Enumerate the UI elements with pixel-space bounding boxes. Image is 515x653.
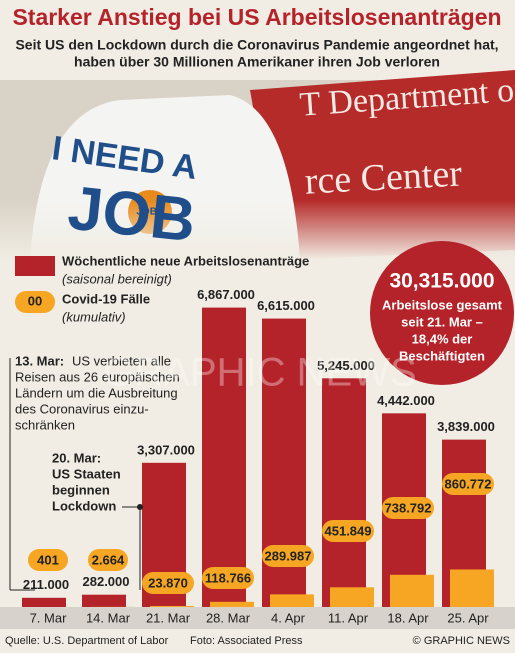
value-pill	[322, 520, 374, 542]
bar	[210, 601, 254, 607]
bar	[270, 594, 314, 607]
annotation-text: beginnen	[52, 482, 110, 497]
annotation-text: Ländern um die Ausbreitung	[15, 385, 178, 400]
legend-swatch	[15, 256, 55, 276]
axis-band	[0, 607, 515, 629]
value-label: 211.000	[23, 577, 69, 592]
footer-text: © GRAPHIC NEWS	[413, 635, 510, 647]
value-label: 4,442.000	[377, 393, 435, 408]
bar	[322, 378, 366, 607]
x-tick-label: 7. Mar	[30, 610, 68, 625]
bar	[150, 605, 194, 607]
value-pill	[262, 545, 314, 567]
annotation-head: 20. Mar:	[52, 450, 101, 465]
x-tick-label: 21. Mar	[146, 610, 191, 625]
x-tick-label: 4. Apr	[271, 610, 306, 625]
value-label: 23.870	[148, 575, 188, 590]
legend-swatch	[15, 291, 55, 313]
x-tick-label: 28. Mar	[206, 610, 251, 625]
annotation-text: Reisen aus 26 europäischen	[15, 369, 180, 384]
legend-note: (kumulativ)	[62, 309, 126, 324]
bar	[82, 594, 126, 607]
value-label: 401	[37, 552, 59, 567]
bar	[390, 574, 434, 607]
value-label: 289.987	[265, 548, 312, 563]
x-tick-label: 14. Mar	[86, 610, 131, 625]
legend-label: Covid-19 Fälle	[62, 291, 150, 306]
photo-text: rce Center	[304, 153, 464, 203]
bar	[330, 587, 374, 607]
legend-sample: 00	[28, 293, 42, 308]
value-pill	[442, 473, 494, 495]
annotation-text: des Coronavirus einzu-	[15, 401, 149, 416]
annotation-text: schränken	[15, 417, 75, 432]
annotation-text: US Staaten	[52, 466, 121, 481]
watermark: GRAPHIC NEWS	[103, 351, 416, 395]
chart-title: Starker Anstieg bei US Arbeitslosenanträ…	[12, 4, 501, 30]
bar	[450, 569, 494, 607]
leader-dot	[137, 504, 143, 510]
callout-value: 30,315.000	[389, 270, 494, 293]
footer-text: Foto: Associated Press	[190, 635, 303, 647]
bar	[22, 597, 66, 607]
x-tick-label: 25. Apr	[447, 610, 489, 625]
value-label: 451.849	[325, 523, 372, 538]
callout-text: Arbeitslose gesamt	[382, 297, 503, 312]
photo-text: JOBS	[136, 207, 164, 218]
value-pill	[202, 567, 254, 589]
value-label: 5,245.000	[317, 358, 375, 373]
annotation-text: US verbieten alle	[72, 353, 171, 368]
value-label: 3,307.000	[137, 442, 195, 457]
value-pill	[88, 549, 128, 571]
legend-label: Wöchentliche neue Arbeitslosenanträge	[62, 253, 309, 268]
subtitle: haben über 30 Millionen Amerikaner ihren…	[74, 54, 440, 70]
value-label: 6,615.000	[257, 298, 315, 313]
subtitle: Seit US den Lockdown durch die Coronavir…	[15, 37, 498, 53]
x-tick-label: 11. Apr	[328, 610, 369, 625]
value-label: 738.792	[385, 500, 432, 515]
callout-text: 18,4% der	[412, 331, 473, 346]
value-pill	[28, 549, 68, 571]
callout-circle	[370, 241, 514, 385]
x-tick-label: 18. Apr	[387, 610, 429, 625]
legend-note: (saisonal bereinigt)	[62, 271, 172, 286]
callout-text: seit 21. Mar –	[401, 314, 483, 329]
footer-text: Quelle: U.S. Department of Labor	[5, 635, 169, 647]
value-label: 118.766	[205, 570, 251, 585]
value-label: 860.772	[445, 476, 492, 491]
bar	[202, 307, 246, 607]
value-pill	[142, 572, 194, 594]
callout-text: Beschäftigten	[399, 348, 485, 363]
value-label: 3,839.000	[437, 419, 495, 434]
value-pill	[382, 497, 434, 519]
annotation-text: Lockdown	[52, 498, 116, 513]
value-label: 2.664	[92, 552, 125, 567]
photo-text: JOB	[65, 174, 199, 256]
value-label: 6,867.000	[197, 287, 255, 302]
value-label: 282.000	[83, 574, 130, 589]
annotation-head: 13. Mar:	[15, 353, 64, 368]
